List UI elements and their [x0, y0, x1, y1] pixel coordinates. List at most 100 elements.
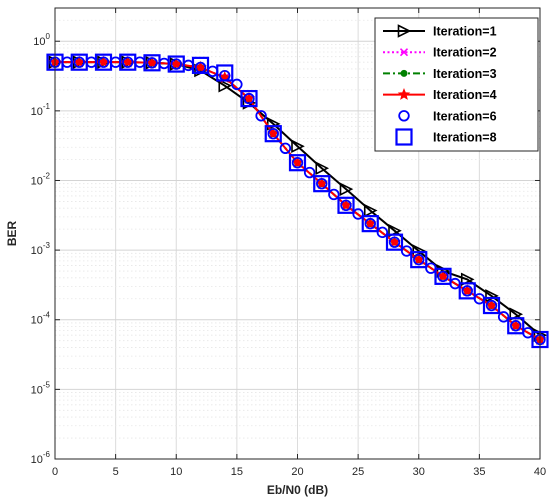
legend-label: Iteration=4	[433, 88, 497, 102]
data-point	[437, 270, 449, 283]
data-point	[122, 56, 134, 68]
data-point	[146, 57, 158, 69]
x-axis-label: Eb/N0 (dB)	[267, 483, 328, 497]
legend-label: Iteration=8	[433, 131, 497, 145]
data-point	[231, 78, 243, 91]
legend-entry: Iteration=3	[383, 67, 497, 81]
y-tick-exponent: -3	[43, 241, 51, 250]
y-tick-exponent: 0	[46, 32, 51, 41]
x-tick-label: 15	[231, 466, 243, 478]
data-point	[510, 320, 522, 332]
data-point	[328, 188, 340, 201]
data-point	[509, 307, 524, 322]
data-point	[460, 272, 475, 287]
legend-marker	[399, 48, 409, 57]
data-point	[497, 311, 510, 323]
data-point	[339, 182, 354, 196]
series-iteration-8	[46, 53, 549, 349]
tick-labels: 0 5 10 15 20 25 30 35 4010010-110-210-310-410-51…	[31, 32, 547, 478]
data-point	[376, 226, 389, 239]
y-tick-label: 10-2	[31, 171, 51, 187]
data-point	[73, 56, 85, 68]
y-tick-label: 100	[33, 32, 50, 48]
legend-entry: Iteration=8	[395, 128, 497, 146]
data-point	[167, 55, 185, 73]
y-tick-exponent: -1	[43, 102, 51, 111]
y-tick-base: 10	[31, 245, 43, 257]
data-point	[291, 139, 305, 154]
data-point	[240, 89, 258, 108]
data-point	[143, 54, 161, 72]
legend-label: Iteration=6	[433, 109, 497, 123]
y-tick-label: 10-5	[31, 380, 51, 396]
axis-ticks	[54, 8, 541, 460]
data-point	[218, 78, 233, 93]
y-tick-base: 10	[31, 315, 43, 327]
data-point	[243, 92, 255, 105]
y-tick-label: 10-4	[31, 311, 51, 327]
data-point	[303, 166, 316, 179]
y-tick-base: 10	[31, 384, 43, 396]
data-point	[482, 296, 501, 315]
legend-marker	[397, 88, 411, 100]
data-point	[461, 285, 473, 297]
data-point	[485, 299, 498, 312]
data-point	[388, 223, 402, 238]
series-layer	[46, 53, 549, 349]
data-point	[288, 154, 307, 172]
data-point	[191, 56, 210, 74]
data-point	[291, 157, 304, 169]
x-tick-label: 30	[413, 466, 425, 478]
data-point	[255, 110, 267, 122]
legend-marker	[397, 24, 412, 38]
legend-marker	[395, 128, 413, 146]
data-point	[337, 196, 355, 214]
data-point	[458, 282, 476, 300]
x-tick-label: 35	[473, 466, 485, 478]
data-point	[97, 56, 110, 68]
data-point	[119, 53, 137, 71]
y-tick-base: 10	[31, 175, 43, 187]
data-point	[361, 215, 379, 233]
legend-marker	[400, 69, 408, 77]
data-point	[363, 203, 378, 218]
legend-label: Iteration=1	[433, 25, 497, 39]
x-tick-label: 10	[170, 466, 182, 478]
y-tick-exponent: -5	[43, 380, 51, 389]
data-point	[340, 199, 352, 212]
data-point	[388, 236, 401, 248]
x-tick-label: 40	[534, 466, 546, 478]
data-point	[385, 233, 404, 251]
legend-entry: Iteration=2	[383, 46, 497, 60]
data-point	[316, 177, 328, 190]
legend: Iteration=1 Iteration=2 Iteration=3 Iterati…	[374, 17, 539, 152]
data-point	[352, 208, 364, 220]
y-tick-label: 10-6	[31, 450, 51, 466]
data-point	[216, 64, 234, 82]
x-tick-label: 5	[113, 466, 119, 478]
data-point	[94, 53, 113, 71]
x-tick-label: 0	[52, 466, 58, 478]
y-axis-label: BER	[5, 221, 19, 247]
data-point	[364, 217, 376, 230]
y-tick-label: 10-1	[31, 102, 51, 118]
legend-entry: Iteration=4	[383, 88, 497, 102]
y-tick-exponent: -6	[43, 450, 51, 459]
x-tick-label: 25	[352, 466, 364, 478]
y-tick-base: 10	[31, 454, 43, 466]
y-tick-base: 10	[33, 36, 45, 48]
data-point	[170, 58, 182, 70]
legend-label: Iteration=2	[433, 46, 497, 60]
x-tick-label: 20	[291, 466, 303, 478]
y-tick-exponent: -2	[43, 171, 51, 180]
data-point	[264, 125, 282, 143]
y-tick-exponent: -4	[43, 311, 51, 320]
data-point	[267, 127, 279, 140]
data-point	[70, 53, 88, 71]
data-point	[313, 175, 331, 193]
legend-entry: Iteration=1	[383, 24, 497, 39]
y-tick-label: 10-3	[31, 241, 51, 257]
data-point	[434, 267, 452, 285]
data-point	[410, 251, 428, 269]
